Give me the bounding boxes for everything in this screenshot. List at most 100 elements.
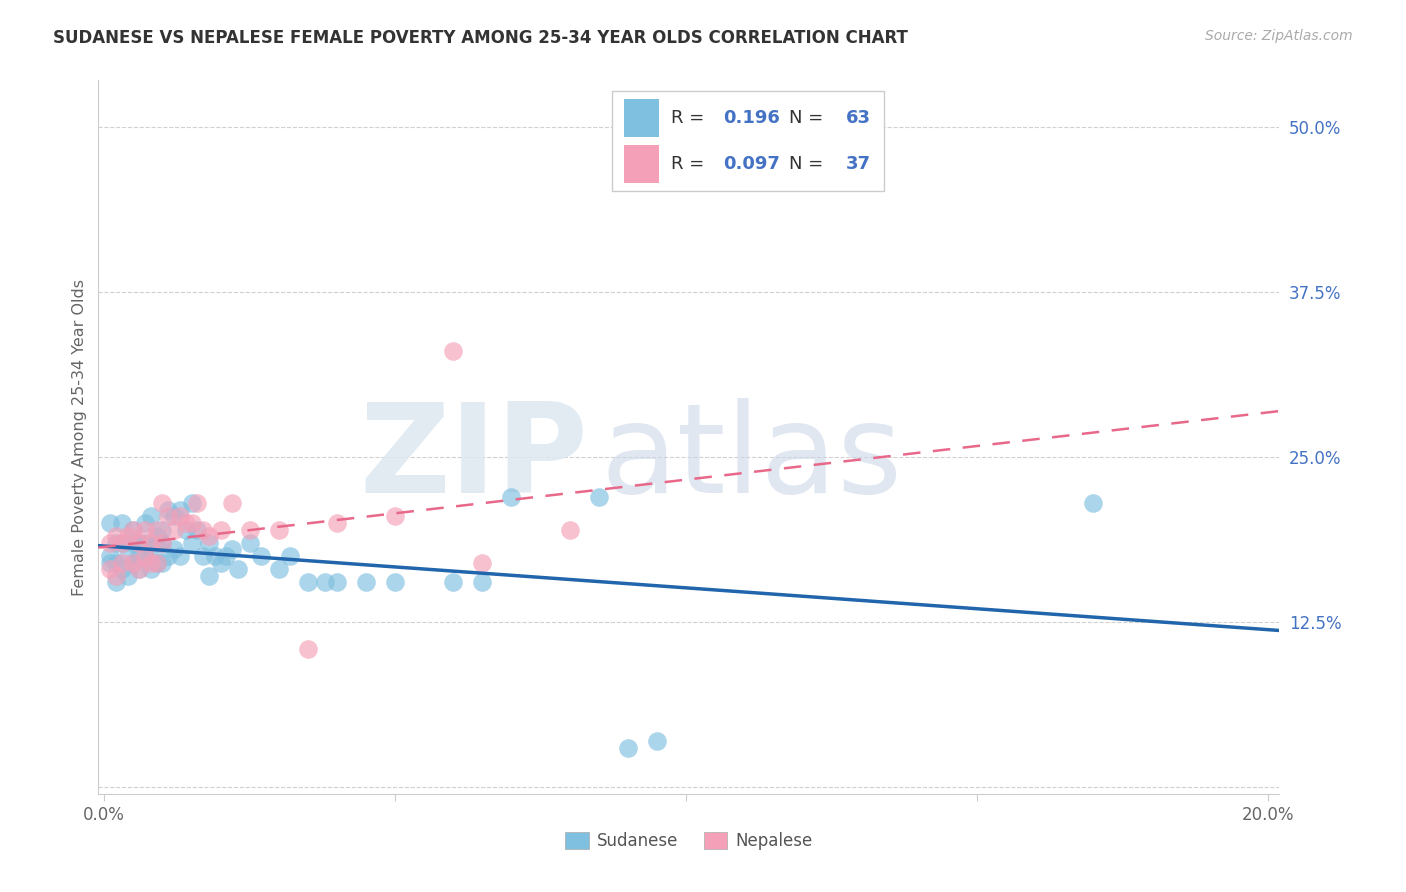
Text: 0.097: 0.097 bbox=[723, 155, 780, 173]
Point bbox=[128, 536, 150, 550]
Point bbox=[139, 556, 162, 570]
Point bbox=[152, 536, 174, 550]
Point bbox=[104, 569, 127, 583]
Point bbox=[104, 536, 127, 550]
Point bbox=[145, 556, 167, 570]
Point bbox=[384, 575, 406, 590]
Point bbox=[169, 509, 191, 524]
Point bbox=[180, 496, 202, 510]
Point bbox=[104, 575, 127, 590]
Point bbox=[157, 509, 180, 524]
Point bbox=[117, 529, 139, 543]
FancyBboxPatch shape bbox=[624, 145, 659, 183]
Point bbox=[221, 496, 243, 510]
Point bbox=[139, 542, 162, 557]
Text: 63: 63 bbox=[846, 109, 872, 127]
Point bbox=[122, 556, 145, 570]
Point bbox=[111, 536, 134, 550]
Point bbox=[122, 523, 145, 537]
Point bbox=[152, 496, 174, 510]
Point bbox=[314, 575, 336, 590]
Point bbox=[267, 562, 290, 576]
Point bbox=[157, 549, 180, 563]
Point bbox=[128, 562, 150, 576]
Point bbox=[209, 523, 232, 537]
Point bbox=[122, 556, 145, 570]
Point bbox=[128, 536, 150, 550]
Point bbox=[104, 556, 127, 570]
Point bbox=[226, 562, 249, 576]
Point bbox=[221, 542, 243, 557]
Point bbox=[209, 556, 232, 570]
Point bbox=[134, 549, 156, 563]
Point bbox=[169, 549, 191, 563]
Point bbox=[326, 575, 349, 590]
Text: atlas: atlas bbox=[600, 398, 903, 519]
Point bbox=[157, 502, 180, 516]
Y-axis label: Female Poverty Among 25-34 Year Olds: Female Poverty Among 25-34 Year Olds bbox=[72, 278, 87, 596]
Point bbox=[152, 523, 174, 537]
Point bbox=[134, 549, 156, 563]
Point bbox=[139, 509, 162, 524]
Point bbox=[501, 490, 523, 504]
Point bbox=[186, 496, 208, 510]
Point bbox=[98, 536, 121, 550]
Point bbox=[239, 523, 262, 537]
Point bbox=[128, 549, 150, 563]
Point bbox=[645, 734, 668, 748]
Point bbox=[122, 536, 145, 550]
Text: SUDANESE VS NEPALESE FEMALE POVERTY AMONG 25-34 YEAR OLDS CORRELATION CHART: SUDANESE VS NEPALESE FEMALE POVERTY AMON… bbox=[53, 29, 908, 46]
Point bbox=[588, 490, 610, 504]
Point bbox=[180, 516, 202, 530]
Point bbox=[1083, 496, 1105, 510]
Point bbox=[163, 523, 186, 537]
Text: Source: ZipAtlas.com: Source: ZipAtlas.com bbox=[1205, 29, 1353, 43]
Point bbox=[250, 549, 273, 563]
Point bbox=[441, 575, 464, 590]
Point bbox=[163, 509, 186, 524]
Point bbox=[441, 344, 464, 359]
Point bbox=[384, 509, 406, 524]
Point bbox=[326, 516, 349, 530]
Text: 0.196: 0.196 bbox=[723, 109, 780, 127]
Point bbox=[191, 549, 214, 563]
Point bbox=[122, 523, 145, 537]
Point bbox=[198, 569, 221, 583]
Text: R =: R = bbox=[671, 155, 710, 173]
Point bbox=[163, 542, 186, 557]
Point bbox=[117, 549, 139, 563]
Point bbox=[617, 740, 640, 755]
Point bbox=[354, 575, 377, 590]
Text: 37: 37 bbox=[846, 155, 872, 173]
Legend: Sudanese, Nepalese: Sudanese, Nepalese bbox=[558, 825, 820, 857]
Point bbox=[111, 562, 134, 576]
Point bbox=[98, 549, 121, 563]
Point bbox=[558, 523, 581, 537]
Point bbox=[145, 536, 167, 550]
Point bbox=[198, 529, 221, 543]
Point bbox=[239, 536, 262, 550]
Point bbox=[471, 575, 494, 590]
Point bbox=[186, 523, 208, 537]
Point bbox=[145, 529, 167, 543]
Point bbox=[174, 516, 197, 530]
Point bbox=[111, 516, 134, 530]
Point bbox=[471, 556, 494, 570]
Text: N =: N = bbox=[789, 109, 830, 127]
Point bbox=[134, 516, 156, 530]
Point bbox=[180, 536, 202, 550]
Point bbox=[169, 502, 191, 516]
Text: R =: R = bbox=[671, 109, 710, 127]
Point bbox=[111, 536, 134, 550]
Point bbox=[98, 562, 121, 576]
Point bbox=[280, 549, 302, 563]
Point bbox=[215, 549, 238, 563]
FancyBboxPatch shape bbox=[624, 99, 659, 137]
Point bbox=[117, 569, 139, 583]
Point bbox=[152, 536, 174, 550]
Point bbox=[191, 523, 214, 537]
Point bbox=[145, 556, 167, 570]
Point bbox=[104, 529, 127, 543]
Point bbox=[139, 536, 162, 550]
Point bbox=[98, 516, 121, 530]
